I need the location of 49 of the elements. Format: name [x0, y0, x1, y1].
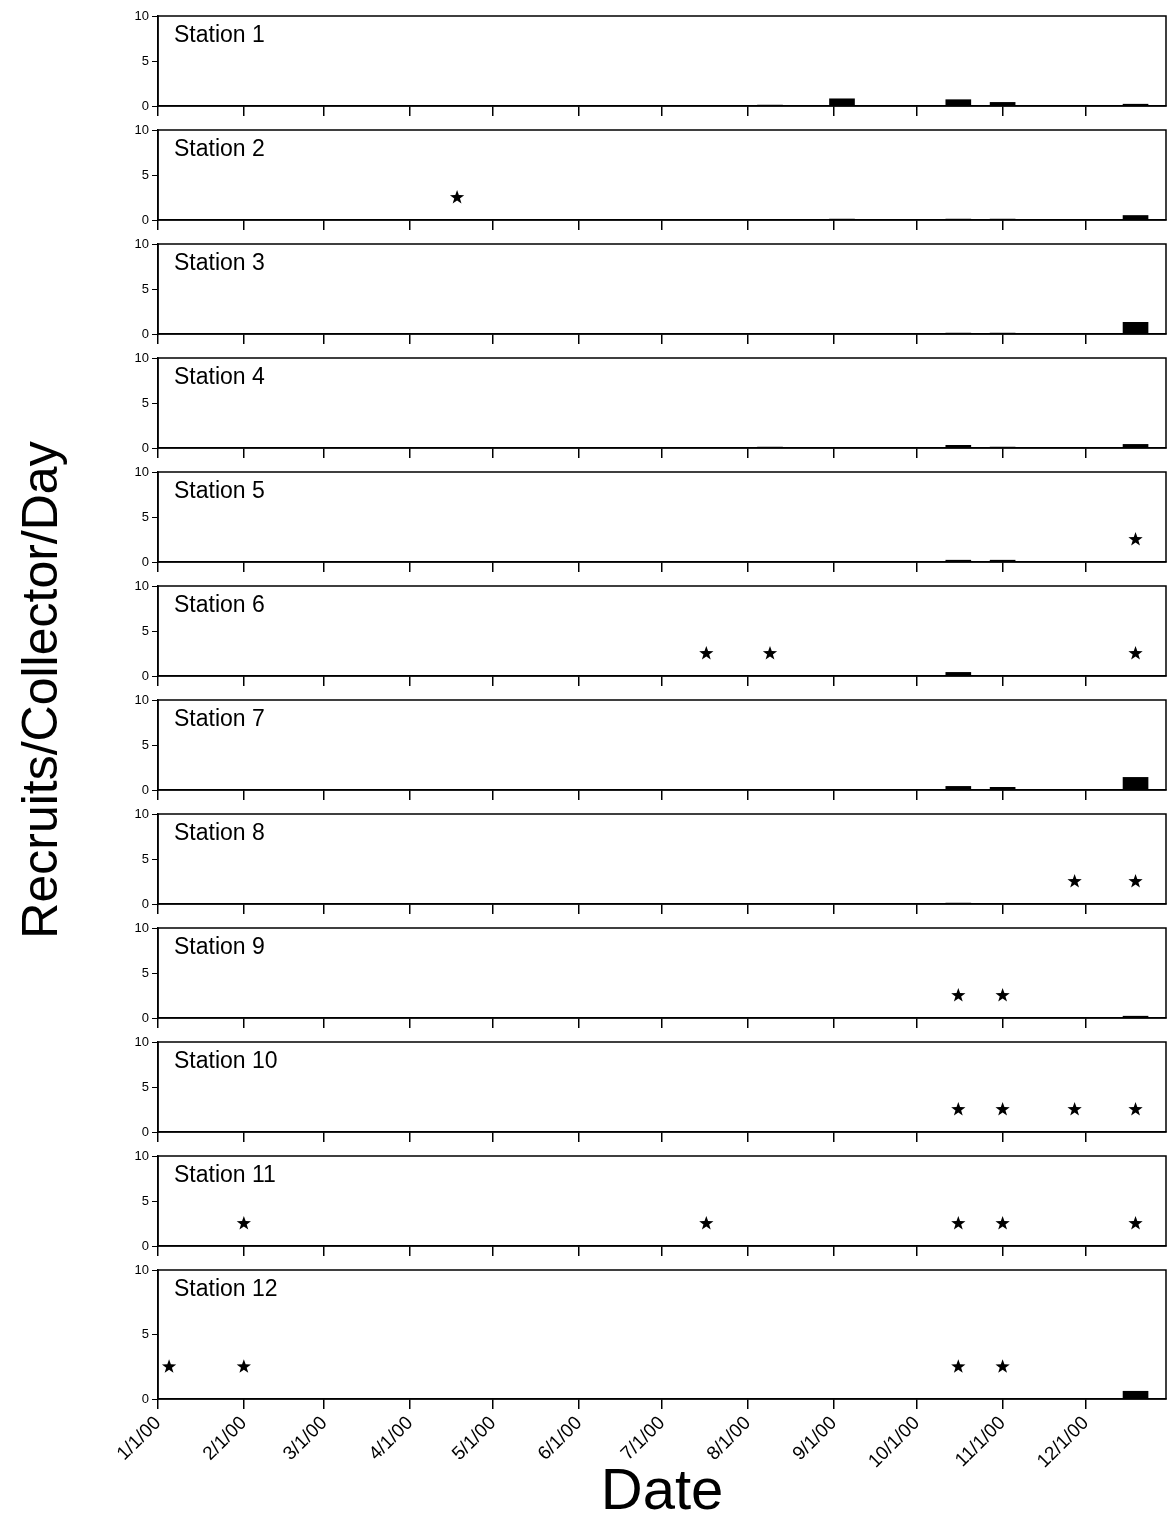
y-tick-label: 0: [141, 895, 149, 911]
chart-title: Station 12: [174, 1274, 278, 1301]
y-tick-label: 5: [141, 166, 149, 182]
y-tick-label: 10: [134, 1033, 149, 1049]
y-tick-label: 0: [141, 781, 149, 797]
y-tick-label: 5: [141, 508, 149, 524]
y-tick-label: 10: [134, 919, 149, 935]
y-tick-label: 10: [134, 1147, 149, 1163]
chart-title: Station 7: [174, 704, 265, 731]
y-tick-label: 5: [141, 1326, 149, 1342]
y-tick-label: 0: [141, 439, 149, 455]
y-tick-label: 10: [134, 1261, 149, 1277]
chart-title: Station 11: [174, 1160, 276, 1187]
chart-title: Station 2: [174, 134, 265, 161]
y-tick-label: 10: [134, 805, 149, 821]
chart-title: Station 8: [174, 818, 265, 845]
y-tick-label: 5: [141, 394, 149, 410]
chart-title: Station 3: [174, 248, 265, 275]
y-tick-label: 0: [141, 1237, 149, 1253]
y-tick-label: 0: [141, 1390, 149, 1406]
y-tick-label: 10: [134, 121, 149, 137]
y-tick-label: 10: [134, 691, 149, 707]
y-tick-label: 0: [141, 1009, 149, 1025]
y-tick-label: 0: [141, 97, 149, 113]
y-tick-label: 10: [134, 349, 149, 365]
y-tick-label: 5: [141, 1192, 149, 1208]
y-tick-label: 5: [141, 1078, 149, 1094]
chart-title: Station 1: [174, 20, 265, 47]
y-tick-label: 0: [141, 1123, 149, 1139]
y-tick-label: 5: [141, 52, 149, 68]
y-tick-label: 10: [134, 463, 149, 479]
chart-title: Station 6: [174, 590, 265, 617]
y-tick-label: 10: [134, 235, 149, 251]
chart-title: Station 9: [174, 932, 265, 959]
y-axis-title: Recruits/Collector/Day: [11, 441, 69, 939]
y-tick-label: 5: [141, 964, 149, 980]
y-tick-label: 0: [141, 667, 149, 683]
chart-title: Station 10: [174, 1046, 278, 1073]
y-tick-label: 5: [141, 622, 149, 638]
y-tick-label: 10: [134, 577, 149, 593]
chart-title: Station 5: [174, 476, 265, 503]
y-tick-label: 0: [141, 553, 149, 569]
y-tick-label: 5: [141, 280, 149, 296]
y-tick-label: 5: [141, 736, 149, 752]
y-tick-label: 5: [141, 850, 149, 866]
y-tick-label: 0: [141, 211, 149, 227]
y-tick-label: 10: [134, 7, 149, 23]
chart-title: Station 4: [174, 362, 265, 389]
y-tick-label: 0: [141, 325, 149, 341]
